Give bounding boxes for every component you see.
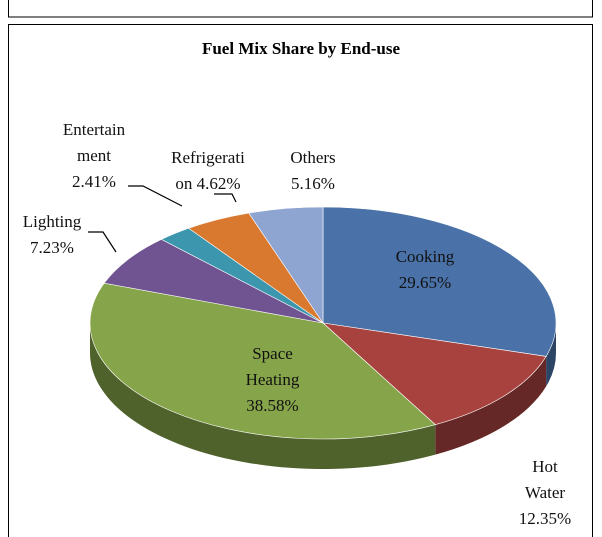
data-label: Cooking 29.65% <box>385 244 465 296</box>
category-label: Others <box>290 148 336 167</box>
slice-side <box>546 323 556 387</box>
slice-side <box>90 323 436 469</box>
value-label: 2.41% <box>72 172 116 191</box>
category-label: Cooking <box>395 247 455 266</box>
leader-line <box>128 185 183 207</box>
value-label: 38.58% <box>246 396 299 415</box>
slice <box>322 206 557 357</box>
data-label: Space Heating 38.58% <box>225 341 320 419</box>
data-label: Others 5.16% <box>282 145 344 197</box>
chart-title: Fuel Mix Share by End-use <box>202 39 401 58</box>
value-label: 12.35% <box>518 509 572 528</box>
value-label: 29.65% <box>398 273 452 292</box>
slice <box>322 322 547 425</box>
chart-frame <box>8 24 593 537</box>
category-label: Space Heating <box>245 344 300 389</box>
data-label: Entertainment 2.41% <box>58 117 130 195</box>
value-label: 5.16% <box>291 174 335 193</box>
value-label: 4.62% <box>196 174 241 193</box>
category-label: Entertainment <box>62 120 126 165</box>
prev-frame <box>8 0 593 18</box>
category-label: Lighting <box>22 212 82 231</box>
data-label: Hot Water 12.35% <box>515 454 575 532</box>
leader-line <box>214 193 237 203</box>
slice <box>89 282 436 440</box>
category-label: Refrigeration <box>171 148 245 193</box>
value-label: 7.23% <box>30 238 74 257</box>
slice <box>248 206 324 324</box>
pie-sides <box>90 323 556 469</box>
pie <box>89 206 557 469</box>
data-label: Lighting 7.23% <box>12 209 92 261</box>
category-label: Hot Water <box>524 457 566 502</box>
data-label: Refrigeration 4.62% <box>168 145 248 197</box>
slice-side <box>435 356 547 455</box>
slice <box>103 239 324 324</box>
leader-line <box>88 231 117 253</box>
